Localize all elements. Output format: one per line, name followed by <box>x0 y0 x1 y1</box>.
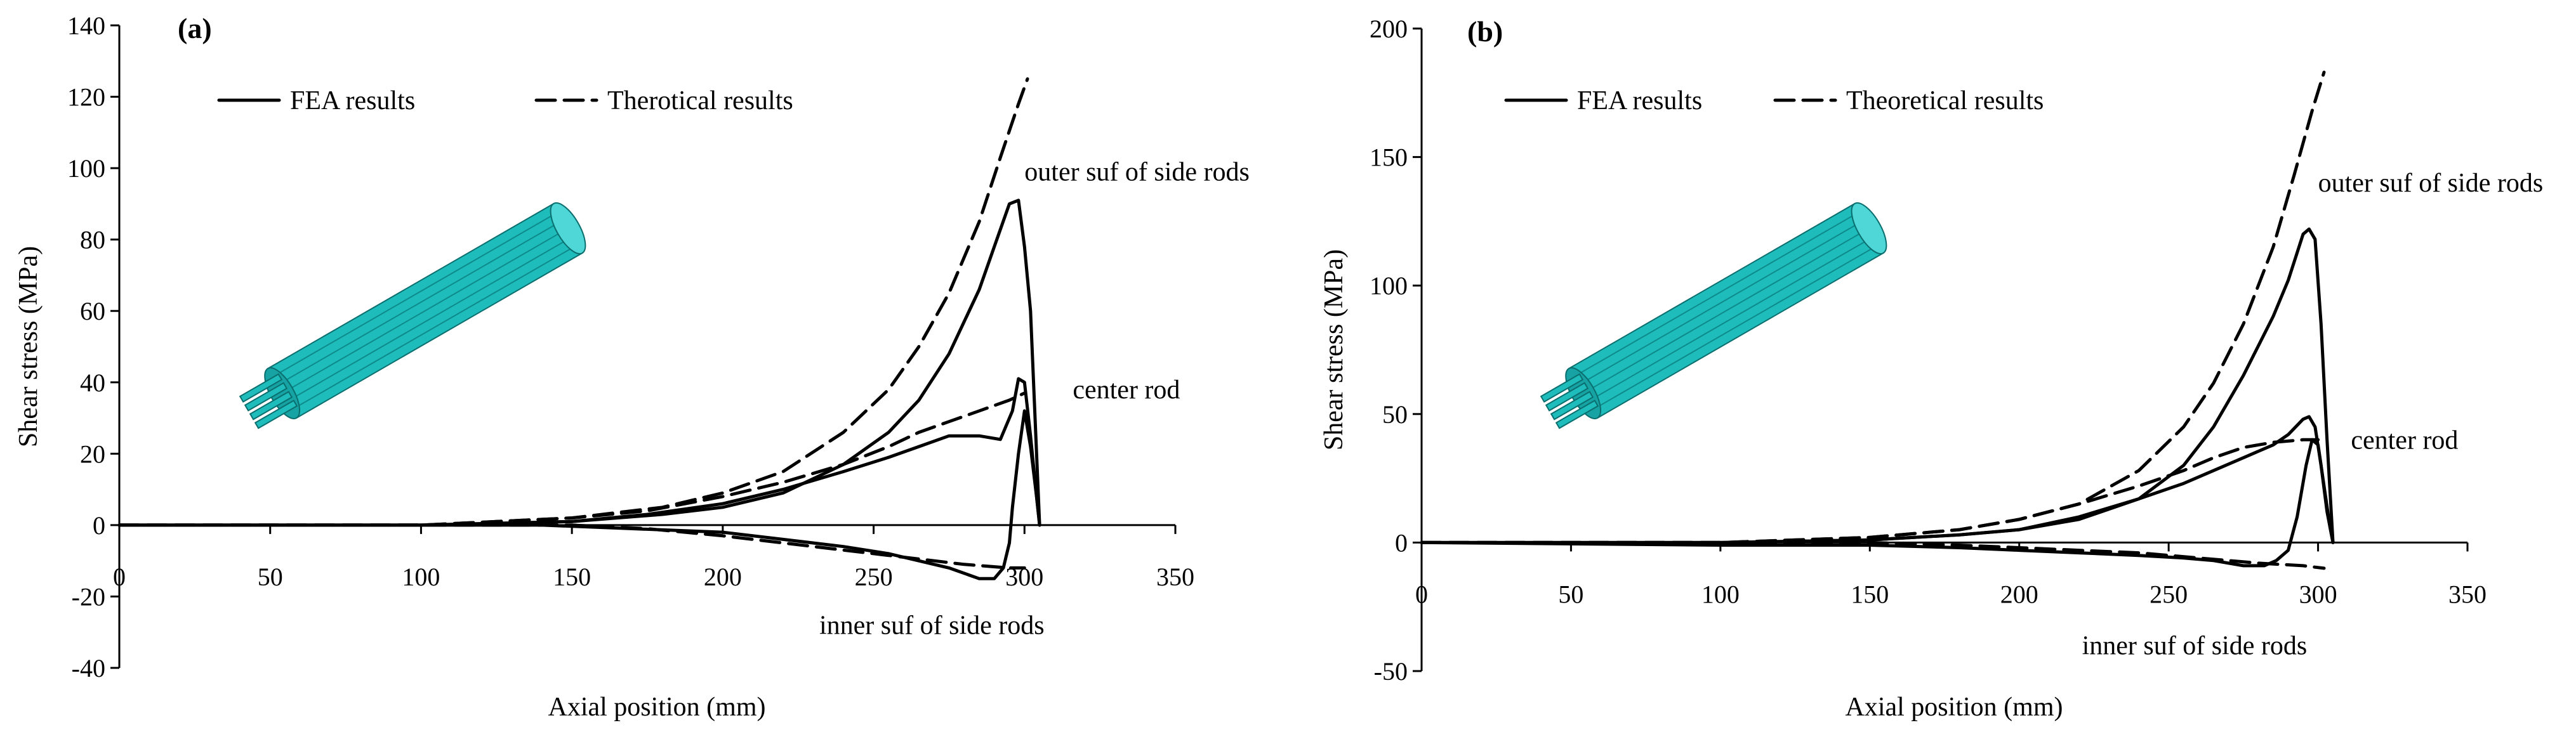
y-tick-label: 100 <box>67 154 105 183</box>
y-tick-label: 0 <box>1395 528 1408 557</box>
y-tick-label: 100 <box>1370 271 1408 300</box>
x-tick-label: 250 <box>2150 580 2188 608</box>
x-axis-label: Axial position (mm) <box>548 693 766 722</box>
rod-body-stripe <box>1583 228 1870 394</box>
y-tick-label: -40 <box>72 654 105 682</box>
rod-wire-end <box>249 391 293 421</box>
y-axis-label: Shear stress (MPa) <box>1319 249 1349 450</box>
series-line-dashed <box>1420 70 2326 544</box>
series-line-solid <box>1420 415 2335 544</box>
y-tick-label: 0 <box>93 511 105 540</box>
rod-end-cap <box>550 202 586 254</box>
rod-body-stripe <box>286 236 573 402</box>
panel-a: -40 -20 0 20 40 60 80 100 120 140 0 50 100 150 200 250 3… <box>14 11 1250 722</box>
rod-cylinder <box>239 202 586 429</box>
series-line-solid <box>1420 438 2335 568</box>
y-tick-label: 80 <box>80 226 105 254</box>
x-tick-label: 100 <box>402 563 440 591</box>
annotation: center rod <box>2351 426 2458 455</box>
rod-model-illustration <box>1540 202 1887 429</box>
y-tick-label: -20 <box>72 582 105 611</box>
series-line-dashed <box>117 391 1026 527</box>
x-tick-label: 300 <box>2299 580 2337 608</box>
x-tick-label: 100 <box>1701 580 1740 608</box>
legend-label: FEA results <box>290 86 415 115</box>
rod-wire-end <box>1545 382 1589 412</box>
annotation: outer suf of side rods <box>1024 158 1250 187</box>
y-tick-label: 120 <box>67 83 105 112</box>
x-axis-label: Axial position (mm) <box>1846 693 2063 722</box>
rod-model-illustration <box>239 202 586 429</box>
x-tick-label: 200 <box>2000 580 2038 608</box>
x-tick-label: 150 <box>1851 580 1889 608</box>
rod-body-stripe <box>282 228 569 394</box>
series-line-solid <box>117 409 1041 580</box>
rod-wire-end <box>1550 391 1594 421</box>
x-tick-label: 250 <box>855 563 893 591</box>
y-tick-label: 60 <box>80 297 105 325</box>
panel-b: -50 0 50 100 150 200 0 50 100 150 200 250 300 350 Axia… <box>1319 15 2543 722</box>
series-line-dashed <box>117 523 1026 570</box>
x-tick-label: 200 <box>704 563 742 591</box>
rod-body-stripe <box>291 244 578 410</box>
rod-wire-end <box>1555 400 1599 429</box>
series-line-dashed <box>1420 540 2326 570</box>
series-line-dashed <box>1420 438 2320 544</box>
y-tick-label: 150 <box>1370 143 1408 172</box>
series-line-solid <box>117 377 1041 527</box>
rod-body-stripe <box>1573 211 1860 377</box>
rod-wire-end <box>254 400 298 429</box>
panel-label: (a) <box>178 12 212 44</box>
y-tick-label: 50 <box>1382 400 1408 429</box>
x-tick-label: 150 <box>553 563 591 591</box>
rod-end-cap <box>1851 202 1887 254</box>
x-tick-label: 50 <box>258 563 283 591</box>
x-tick-label: 350 <box>1156 563 1194 591</box>
y-tick-label: 40 <box>80 369 105 397</box>
rod-wire-end <box>239 373 283 403</box>
series-line-dashed <box>117 77 1029 527</box>
legend-label: Theoretical results <box>1846 86 2044 115</box>
x-tick-label: 50 <box>1558 580 1583 608</box>
legend-label: FEA results <box>1577 86 1702 115</box>
rod-wire-end <box>244 382 288 412</box>
x-tick-label: 0 <box>113 563 126 591</box>
y-tick-label: -50 <box>1374 657 1408 686</box>
y-tick-label: 20 <box>80 440 105 468</box>
annotation: inner suf of side rods <box>819 611 1045 640</box>
y-axis-label: Shear stress (MPa) <box>14 246 43 447</box>
rod-body-stripe <box>1587 236 1874 402</box>
rod-body-stripe <box>1578 219 1865 386</box>
rod-body-stripe <box>277 219 564 386</box>
annotation: inner suf of side rods <box>2082 631 2308 660</box>
rod-wire-end <box>1540 373 1584 403</box>
x-tick-label: 350 <box>2448 580 2487 608</box>
panel-label: (b) <box>1467 15 1503 48</box>
rod-body-stripe <box>1592 244 1879 410</box>
annotation: outer suf of side rods <box>2318 169 2544 198</box>
rod-body-stripe <box>272 211 559 377</box>
annotation: center rod <box>1073 375 1180 405</box>
rod-cylinder <box>1540 202 1887 429</box>
legend-label: Therotical results <box>607 86 793 115</box>
y-tick-label: 140 <box>67 11 105 40</box>
y-tick-label: 200 <box>1370 15 1408 43</box>
x-tick-label: 0 <box>1415 580 1428 608</box>
